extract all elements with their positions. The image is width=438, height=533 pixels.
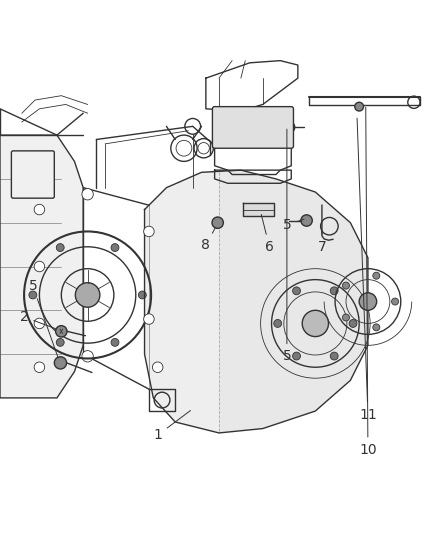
Circle shape <box>34 261 45 272</box>
Text: 7: 7 <box>318 231 326 254</box>
Polygon shape <box>145 170 219 433</box>
Circle shape <box>34 160 45 171</box>
Circle shape <box>302 310 328 336</box>
Circle shape <box>111 244 119 252</box>
Circle shape <box>373 272 380 279</box>
FancyBboxPatch shape <box>212 107 293 148</box>
Circle shape <box>373 324 380 331</box>
Circle shape <box>57 244 64 252</box>
Circle shape <box>293 287 300 295</box>
Circle shape <box>138 291 146 299</box>
Circle shape <box>301 215 312 226</box>
Text: 8: 8 <box>201 228 215 253</box>
FancyBboxPatch shape <box>11 151 54 198</box>
Circle shape <box>54 357 67 369</box>
Circle shape <box>82 351 93 362</box>
Circle shape <box>144 226 154 237</box>
Text: 10: 10 <box>359 107 377 457</box>
Text: 5: 5 <box>283 218 304 232</box>
Text: 2: 2 <box>20 310 57 329</box>
Circle shape <box>34 318 45 329</box>
Circle shape <box>343 282 350 289</box>
Text: 5: 5 <box>28 279 58 358</box>
Polygon shape <box>243 203 274 216</box>
Circle shape <box>283 122 295 133</box>
Circle shape <box>111 338 119 346</box>
Text: 5: 5 <box>283 129 291 364</box>
Circle shape <box>330 287 338 295</box>
Circle shape <box>392 298 399 305</box>
Polygon shape <box>219 170 368 433</box>
Circle shape <box>75 282 100 307</box>
Circle shape <box>343 314 350 321</box>
Circle shape <box>293 352 300 360</box>
Circle shape <box>144 314 154 324</box>
Circle shape <box>29 291 37 299</box>
Circle shape <box>34 204 45 215</box>
Text: 1: 1 <box>153 410 191 442</box>
Circle shape <box>82 189 93 200</box>
Circle shape <box>212 217 223 229</box>
Circle shape <box>56 326 67 337</box>
Circle shape <box>349 319 357 327</box>
Circle shape <box>330 352 338 360</box>
Circle shape <box>152 362 163 373</box>
Circle shape <box>359 293 377 310</box>
Text: 6: 6 <box>261 214 274 254</box>
Circle shape <box>34 362 45 373</box>
Circle shape <box>274 319 282 327</box>
Circle shape <box>56 338 64 346</box>
Circle shape <box>355 102 364 111</box>
Polygon shape <box>0 135 83 398</box>
Text: 11: 11 <box>357 118 377 422</box>
